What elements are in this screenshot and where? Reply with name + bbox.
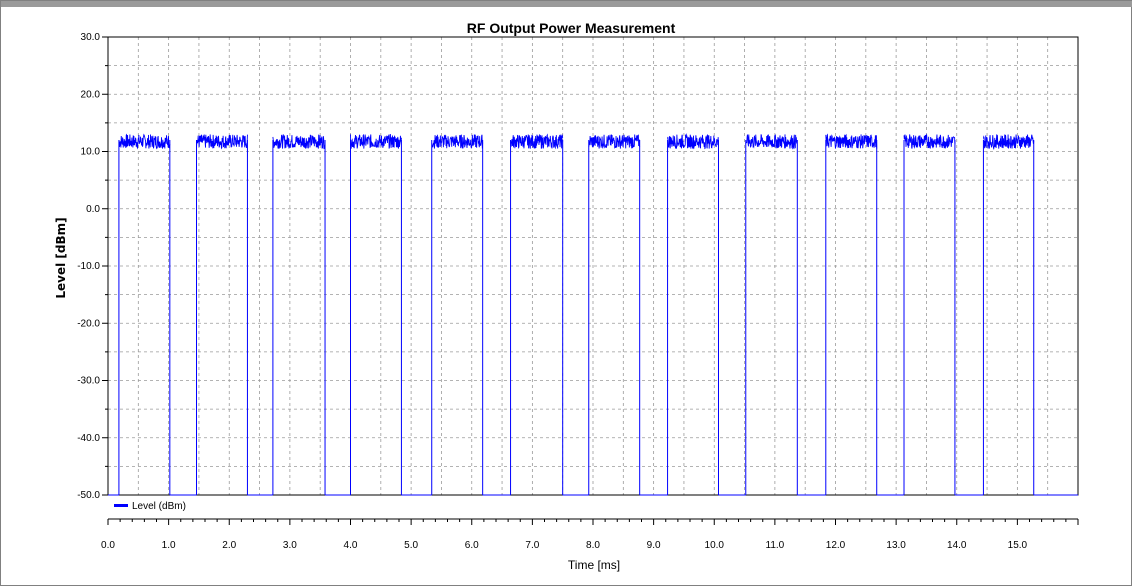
x-axis-label: Time [ms]	[568, 558, 620, 572]
x-tick-label: 3.0	[283, 540, 297, 551]
legend-swatch	[114, 504, 128, 507]
x-tick-label: 0.0	[101, 540, 115, 551]
y-tick-label: 20.0	[81, 89, 101, 100]
burst-noise-trace	[272, 134, 326, 150]
burst-noise-trace	[196, 134, 248, 150]
y-axis-label: Level [dBm]	[54, 217, 68, 298]
burst	[903, 133, 956, 495]
x-axis-ticks: 0.0 1.0 2.0 3.0 4.0 5.0 6.0 7.0 8.0 9.0 10.0 11.0 12…	[101, 518, 1079, 551]
x-tick-label: 4.0	[344, 540, 358, 551]
burst	[350, 133, 402, 495]
burst-noise-trace	[431, 134, 484, 149]
y-tick-label: -50.0	[77, 490, 100, 501]
burst	[982, 134, 1035, 495]
x-tick-label: 15.0	[1008, 540, 1028, 551]
burst-noise-trace	[982, 134, 1035, 151]
burst	[272, 134, 326, 495]
x-tick-label: 1.0	[162, 540, 176, 551]
burst	[196, 134, 248, 495]
y-tick-label: 0.0	[86, 204, 100, 215]
burst	[118, 133, 171, 495]
y-tick-label: -40.0	[77, 433, 100, 444]
burst	[431, 134, 484, 495]
legend-box	[110, 498, 192, 512]
burst	[745, 134, 798, 495]
series-level-dbm	[108, 133, 1078, 496]
y-tick-label: -10.0	[77, 261, 100, 272]
x-tick-label: 9.0	[647, 540, 661, 551]
x-tick-label: 2.0	[222, 540, 236, 551]
burst-noise-trace	[118, 133, 171, 150]
burst	[510, 133, 564, 495]
x-tick-label: 13.0	[886, 540, 906, 551]
burst-noise-trace	[350, 133, 402, 150]
y-tick-label: -30.0	[77, 376, 100, 387]
y-tick-label: -20.0	[77, 318, 100, 329]
burst-noise-trace	[667, 133, 719, 150]
burst	[825, 133, 878, 495]
legend-label: Level (dBm)	[132, 501, 186, 512]
burst-noise-trace	[588, 134, 641, 149]
burst-noise-trace	[903, 133, 956, 149]
legend: Level (dBm)	[110, 498, 192, 512]
grid	[108, 37, 1078, 495]
y-tick-label: 30.0	[81, 32, 101, 43]
y-axis-ticks: 30.0 20.0 10.0 0.0 -10.0 -20.0 -30.0 -40.0 -50.0	[77, 32, 108, 501]
x-tick-label: 6.0	[465, 540, 479, 551]
chart-title: RF Output Power Measurement	[467, 20, 676, 36]
x-tick-label: 5.0	[404, 540, 418, 551]
burst	[588, 134, 641, 495]
x-tick-label: 8.0	[586, 540, 600, 551]
burst-noise-trace	[825, 133, 878, 149]
burst-noise-trace	[745, 134, 798, 150]
x-tick-label: 11.0	[766, 540, 785, 551]
x-tick-label: 12.0	[826, 540, 846, 551]
window-top-bar	[1, 1, 1132, 7]
burst-noise-trace	[510, 133, 564, 150]
x-tick-label: 14.0	[947, 540, 967, 551]
x-tick-label: 7.0	[525, 540, 539, 551]
x-tick-label: 10.0	[705, 540, 725, 551]
burst	[667, 133, 719, 495]
y-tick-label: 10.0	[81, 147, 101, 158]
